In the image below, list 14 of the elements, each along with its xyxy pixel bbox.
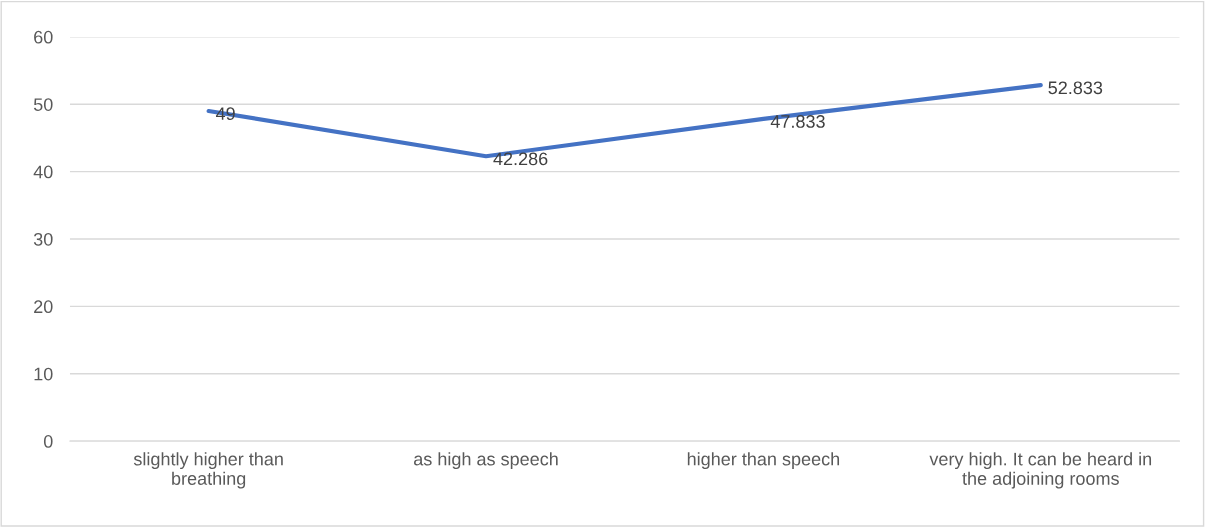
x-tick-label: as high as speech	[414, 452, 558, 470]
y-tick-label: 30	[33, 232, 53, 246]
y-tick-label: 10	[34, 367, 53, 381]
data-label: 52.833	[1048, 81, 1103, 95]
y-tick-label: 20	[34, 300, 53, 314]
y-tick-label: 0	[43, 435, 53, 448]
y-tick-label: 40	[33, 165, 53, 179]
x-tick-label: very high. It can be heard in the adjoining rooms	[929, 452, 1152, 489]
y-tick-label: 60	[34, 30, 53, 44]
data-label: 42.286	[493, 152, 548, 166]
x-tick-label: slightly higher than breathing	[133, 452, 283, 489]
x-tick-label: higher than speech	[687, 452, 840, 470]
y-tick-label: 50	[33, 98, 53, 111]
data-label: 47.833	[770, 115, 825, 128]
